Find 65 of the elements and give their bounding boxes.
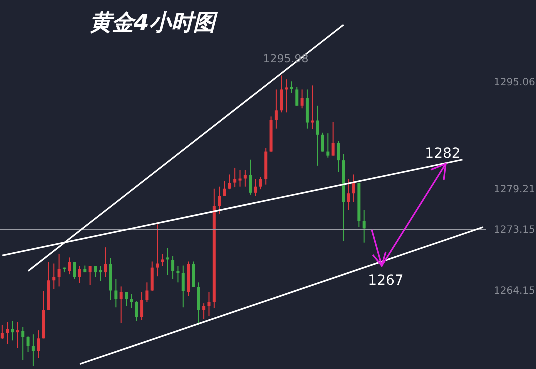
candlestick [352, 174, 356, 203]
y-tick-label: 1273.15 [494, 225, 536, 236]
candlestick [140, 292, 144, 321]
candlestick [254, 178, 258, 197]
candlestick [16, 322, 20, 349]
candlestick [290, 81, 294, 94]
candlestick [130, 294, 134, 309]
candlestick [26, 336, 30, 353]
candlestick [166, 248, 170, 276]
candlestick [336, 140, 340, 173]
candlestick [218, 186, 222, 216]
candlestick [280, 75, 284, 114]
candlestick [114, 278, 118, 308]
candlestick [202, 303, 206, 320]
candlestick [249, 159, 252, 196]
candlestick [228, 174, 232, 190]
candlestick [223, 180, 226, 197]
candlestick [0, 324, 4, 340]
candlestick [88, 266, 92, 286]
candlestick [161, 254, 164, 267]
candlestick [300, 89, 304, 110]
candlestick [234, 167, 237, 188]
candlestick [285, 79, 288, 114]
candlestick [347, 178, 350, 211]
candlestick [197, 282, 200, 326]
candlestick [274, 89, 278, 130]
candlestick [78, 266, 82, 284]
candlestick [99, 266, 102, 282]
annotation: 1282 [425, 146, 461, 162]
candlestick [22, 326, 25, 361]
candlestick [135, 301, 138, 322]
candlestick [156, 224, 160, 278]
y-tick-label: 1295.06 [494, 77, 536, 88]
candlestick [332, 122, 335, 156]
candlestick [208, 292, 211, 317]
candlestick [238, 169, 242, 188]
candlestick [104, 247, 108, 278]
candlestick [32, 334, 35, 367]
candlestick [37, 330, 40, 359]
candlestick [192, 261, 196, 288]
candlestick [11, 320, 14, 342]
candlestick [172, 256, 175, 280]
y-tick-label: 1264.15 [494, 286, 536, 297]
candlestick [146, 282, 149, 303]
text: 黄金4小时图 [90, 11, 218, 36]
candlestick [120, 286, 123, 324]
candlestick [73, 262, 76, 280]
y-tick-label: 1279.21 [494, 184, 536, 196]
candlestick [68, 257, 72, 276]
candlestick [326, 133, 330, 158]
candlestick [362, 210, 366, 244]
candlestick [296, 86, 299, 106]
candlestick [321, 132, 324, 152]
candlestick [316, 105, 320, 166]
candlestick [259, 176, 262, 190]
candlestick [244, 169, 247, 188]
candlestick [176, 266, 180, 284]
candlestick [52, 263, 56, 290]
candlestick [150, 261, 154, 292]
candlestick [6, 322, 10, 345]
candlestick [125, 292, 128, 307]
annotation: 1267 [368, 273, 404, 289]
candlestick [58, 254, 61, 288]
candlestick [182, 265, 185, 308]
candlestick [311, 85, 314, 130]
